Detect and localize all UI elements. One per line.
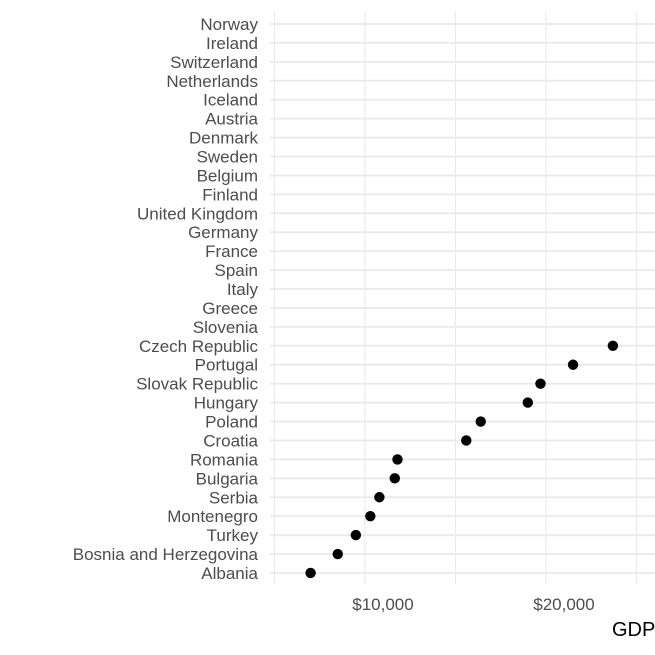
y-tick-label: Portugal bbox=[195, 356, 258, 375]
data-point bbox=[567, 359, 579, 370]
y-tick-label: Denmark bbox=[189, 129, 258, 148]
y-tick-label: Bosnia and Herzegovina bbox=[73, 545, 259, 564]
y-tick-label: Romania bbox=[190, 450, 259, 469]
y-tick-label: Slovenia bbox=[193, 318, 259, 337]
y-tick-label: Greece bbox=[202, 299, 258, 318]
y-tick-label: Czech Republic bbox=[139, 337, 259, 356]
data-point bbox=[461, 435, 472, 446]
y-tick-label: Turkey bbox=[207, 526, 259, 545]
data-point bbox=[374, 492, 385, 503]
y-axis-labels: NorwayIrelandSwitzerlandNetherlandsIcela… bbox=[73, 15, 259, 583]
data-point bbox=[365, 510, 376, 522]
y-tick-label: Sweden bbox=[197, 148, 258, 167]
x-tick-label: $10,000 bbox=[352, 595, 413, 614]
y-tick-label: Ireland bbox=[206, 34, 258, 53]
y-tick-label: Netherlands bbox=[166, 72, 258, 91]
y-tick-label: Finland bbox=[202, 185, 258, 204]
grid-lines bbox=[270, 12, 655, 584]
x-axis-title: GDP bbox=[612, 619, 655, 641]
data-point bbox=[350, 529, 362, 541]
y-tick-label: Germany bbox=[188, 223, 258, 242]
data-point bbox=[607, 340, 619, 352]
y-tick-label: Spain bbox=[215, 261, 258, 280]
y-tick-label: Albania bbox=[201, 564, 258, 583]
y-tick-label: Poland bbox=[205, 413, 258, 432]
data-point bbox=[389, 473, 400, 484]
data-point bbox=[475, 416, 486, 427]
y-tick-label: Hungary bbox=[194, 394, 259, 413]
data-point bbox=[392, 454, 403, 465]
y-tick-label: Switzerland bbox=[170, 53, 258, 72]
data-point bbox=[305, 567, 316, 579]
x-tick-label: $20,000 bbox=[533, 595, 594, 614]
y-tick-label: Croatia bbox=[203, 431, 258, 450]
y-tick-label: Slovak Republic bbox=[136, 375, 258, 394]
y-tick-label: Norway bbox=[200, 15, 258, 34]
y-tick-label: Bulgaria bbox=[196, 469, 259, 488]
y-tick-label: United Kingdom bbox=[137, 204, 258, 223]
y-tick-label: France bbox=[205, 242, 258, 261]
y-tick-label: Austria bbox=[205, 110, 258, 129]
y-tick-label: Serbia bbox=[209, 488, 259, 507]
data-point bbox=[535, 378, 546, 389]
x-axis-labels: $10,000 $20,000 bbox=[352, 595, 594, 614]
y-tick-label: Iceland bbox=[203, 91, 258, 110]
y-tick-label: Belgium bbox=[197, 166, 258, 185]
data-points bbox=[305, 340, 619, 579]
y-tick-label: Italy bbox=[227, 280, 259, 299]
data-point bbox=[522, 397, 533, 408]
data-point bbox=[332, 548, 343, 560]
y-tick-label: Montenegro bbox=[167, 507, 258, 526]
